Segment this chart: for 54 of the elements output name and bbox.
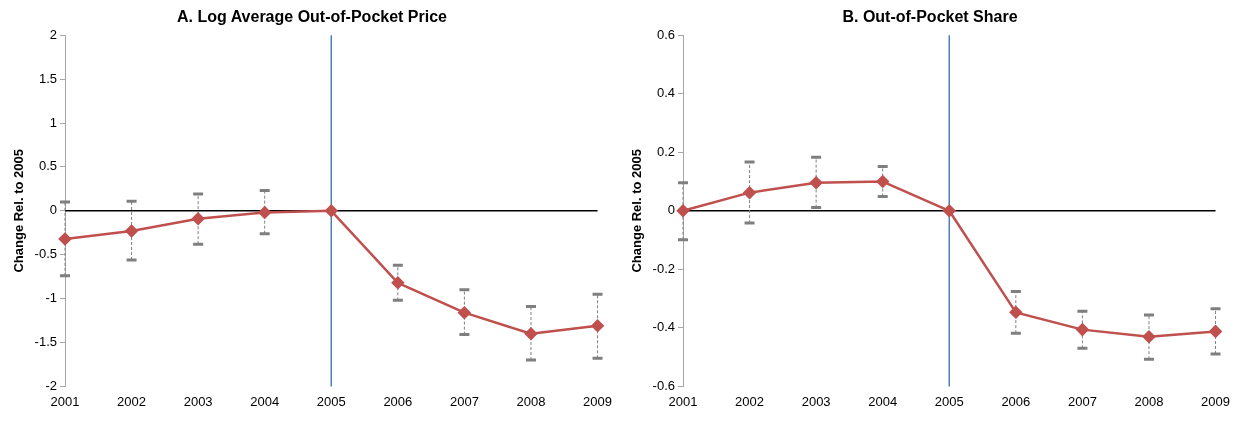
point — [191, 212, 205, 225]
y-tick-label: 0.2 — [656, 143, 675, 159]
y-tick-label: -1.5 — [34, 334, 57, 350]
y-tick-label: 0.5 — [38, 158, 57, 174]
x-tick-label: 2006 — [383, 393, 413, 409]
point — [943, 204, 956, 218]
x-tick-label: 2002 — [735, 393, 765, 409]
y-tick-label: 0.4 — [656, 85, 675, 101]
point — [1009, 306, 1023, 319]
point — [325, 204, 338, 218]
x-tick-label: 2001 — [50, 393, 80, 409]
x-tick-label: 2002 — [117, 393, 147, 409]
y-tick-label: -2 — [45, 377, 57, 393]
x-tick-label: 2006 — [1001, 393, 1031, 409]
x-tick-label: 2001 — [668, 393, 698, 409]
y-tick-label: 0.6 — [656, 26, 675, 42]
point — [458, 306, 471, 319]
y-tick-label: 2 — [49, 26, 57, 42]
x-tick-label: 2008 — [1134, 393, 1164, 409]
y-tick-label: -0.6 — [652, 377, 675, 393]
chart-title: B. Out-of-Pocket Share — [842, 8, 1018, 26]
x-tick-label: 2005 — [934, 393, 964, 409]
y-tick-label: -0.5 — [34, 246, 57, 262]
x-tick-label: 2003 — [801, 393, 831, 409]
y-tick-label: 0 — [667, 202, 675, 218]
y-tick-label: 0 — [49, 202, 57, 218]
y-tick-label: -0.4 — [652, 319, 675, 335]
x-tick-label: 2007 — [1067, 393, 1097, 409]
y-tick-label: 1 — [49, 114, 57, 130]
x-tick-label: 2008 — [516, 393, 546, 409]
point — [1209, 325, 1222, 338]
point — [809, 176, 823, 189]
y-tick-label: -0.2 — [652, 260, 675, 276]
y-axis-title: Change Rel. to 2005 — [629, 149, 645, 273]
x-tick-label: 2004 — [868, 393, 898, 409]
x-tick-label: 2009 — [1201, 393, 1230, 409]
point — [524, 327, 538, 340]
point — [391, 276, 405, 290]
point — [125, 224, 138, 238]
chart-title: A. Log Average Out-of-Pocket Price — [177, 8, 448, 26]
y-tick-label: -1 — [45, 290, 57, 306]
point — [1076, 323, 1089, 336]
x-tick-label: 2007 — [449, 393, 479, 409]
x-tick-label: 2005 — [316, 393, 346, 409]
point — [591, 319, 604, 333]
x-tick-label: 2004 — [250, 393, 280, 409]
point — [258, 206, 271, 219]
y-axis-title: Change Rel. to 2005 — [11, 149, 27, 273]
x-tick-label: 2009 — [583, 393, 612, 409]
point — [876, 175, 889, 188]
x-tick-label: 2003 — [183, 393, 213, 409]
point — [1142, 330, 1156, 343]
y-tick-label: 1.5 — [38, 70, 57, 86]
point — [743, 186, 756, 199]
